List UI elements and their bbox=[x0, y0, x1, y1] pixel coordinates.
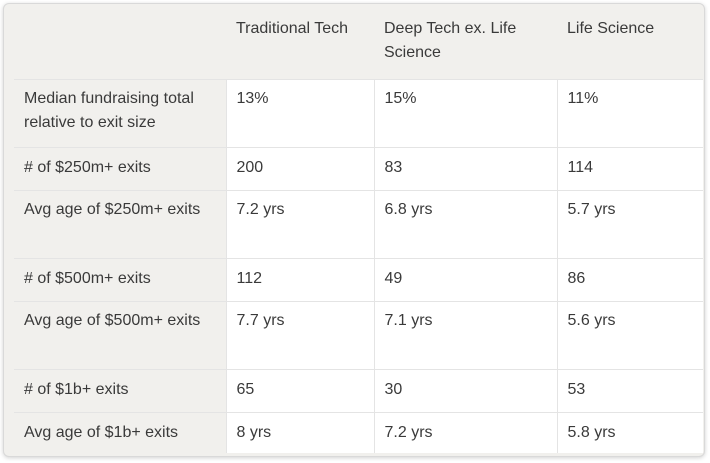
table-cell: 7.2 yrs bbox=[225, 189, 374, 258]
row-label: Avg age of $500m+ exits bbox=[14, 300, 226, 369]
row-label: Avg age of $1b+ exits bbox=[14, 411, 226, 453]
table-row: Avg age of $1b+ exits 8 yrs 7.2 yrs 5.8 … bbox=[14, 411, 703, 453]
table-cell: 5.8 yrs bbox=[556, 411, 703, 453]
row-label: # of $250m+ exits bbox=[14, 146, 226, 190]
table-cell: 30 bbox=[373, 368, 557, 412]
table-cell: 8 yrs bbox=[225, 411, 374, 453]
header-cell-empty bbox=[14, 11, 226, 79]
table-cell: 83 bbox=[373, 146, 557, 190]
table-row: # of $1b+ exits 65 30 53 bbox=[14, 368, 703, 412]
table-cell: 53 bbox=[556, 368, 703, 412]
row-label: # of $1b+ exits bbox=[14, 368, 226, 412]
table-cell: 49 bbox=[373, 257, 557, 301]
table-row: Avg age of $500m+ exits 7.7 yrs 7.1 yrs … bbox=[14, 300, 703, 369]
table-cell: 7.2 yrs bbox=[373, 411, 557, 453]
table-row: # of $500m+ exits 112 49 86 bbox=[14, 257, 703, 301]
table-cell: 5.7 yrs bbox=[556, 189, 703, 258]
table-row: Median fundraising total relative to exi… bbox=[14, 78, 703, 147]
row-label: Avg age of $250m+ exits bbox=[14, 189, 226, 258]
header-life-science: Life Science bbox=[557, 11, 703, 79]
row-label: # of $500m+ exits bbox=[14, 257, 226, 301]
table-row: # of $250m+ exits 200 83 114 bbox=[14, 146, 703, 190]
header-traditional-tech: Traditional Tech bbox=[226, 11, 374, 79]
table-cell: 7.7 yrs bbox=[225, 300, 374, 369]
table-cell: 6.8 yrs bbox=[373, 189, 557, 258]
row-label: Median fundraising total relative to exi… bbox=[14, 78, 226, 147]
table-cell: 11% bbox=[556, 78, 703, 147]
table-cell: 65 bbox=[225, 368, 374, 412]
comparison-table: Traditional Tech Deep Tech ex. Life Scie… bbox=[14, 11, 703, 453]
table-cell: 200 bbox=[225, 146, 374, 190]
table-cell: 112 bbox=[225, 257, 374, 301]
table-cell: 15% bbox=[373, 78, 557, 147]
table-card: Traditional Tech Deep Tech ex. Life Scie… bbox=[3, 3, 705, 457]
table-cell: 13% bbox=[225, 78, 374, 147]
table-row: Avg age of $250m+ exits 7.2 yrs 6.8 yrs … bbox=[14, 189, 703, 258]
table-cell: 5.6 yrs bbox=[556, 300, 703, 369]
table-cell: 114 bbox=[556, 146, 703, 190]
header-deep-tech: Deep Tech ex. Life Science bbox=[374, 11, 557, 79]
header-row: Traditional Tech Deep Tech ex. Life Scie… bbox=[14, 11, 703, 79]
table-cell: 86 bbox=[556, 257, 703, 301]
table-cell: 7.1 yrs bbox=[373, 300, 557, 369]
